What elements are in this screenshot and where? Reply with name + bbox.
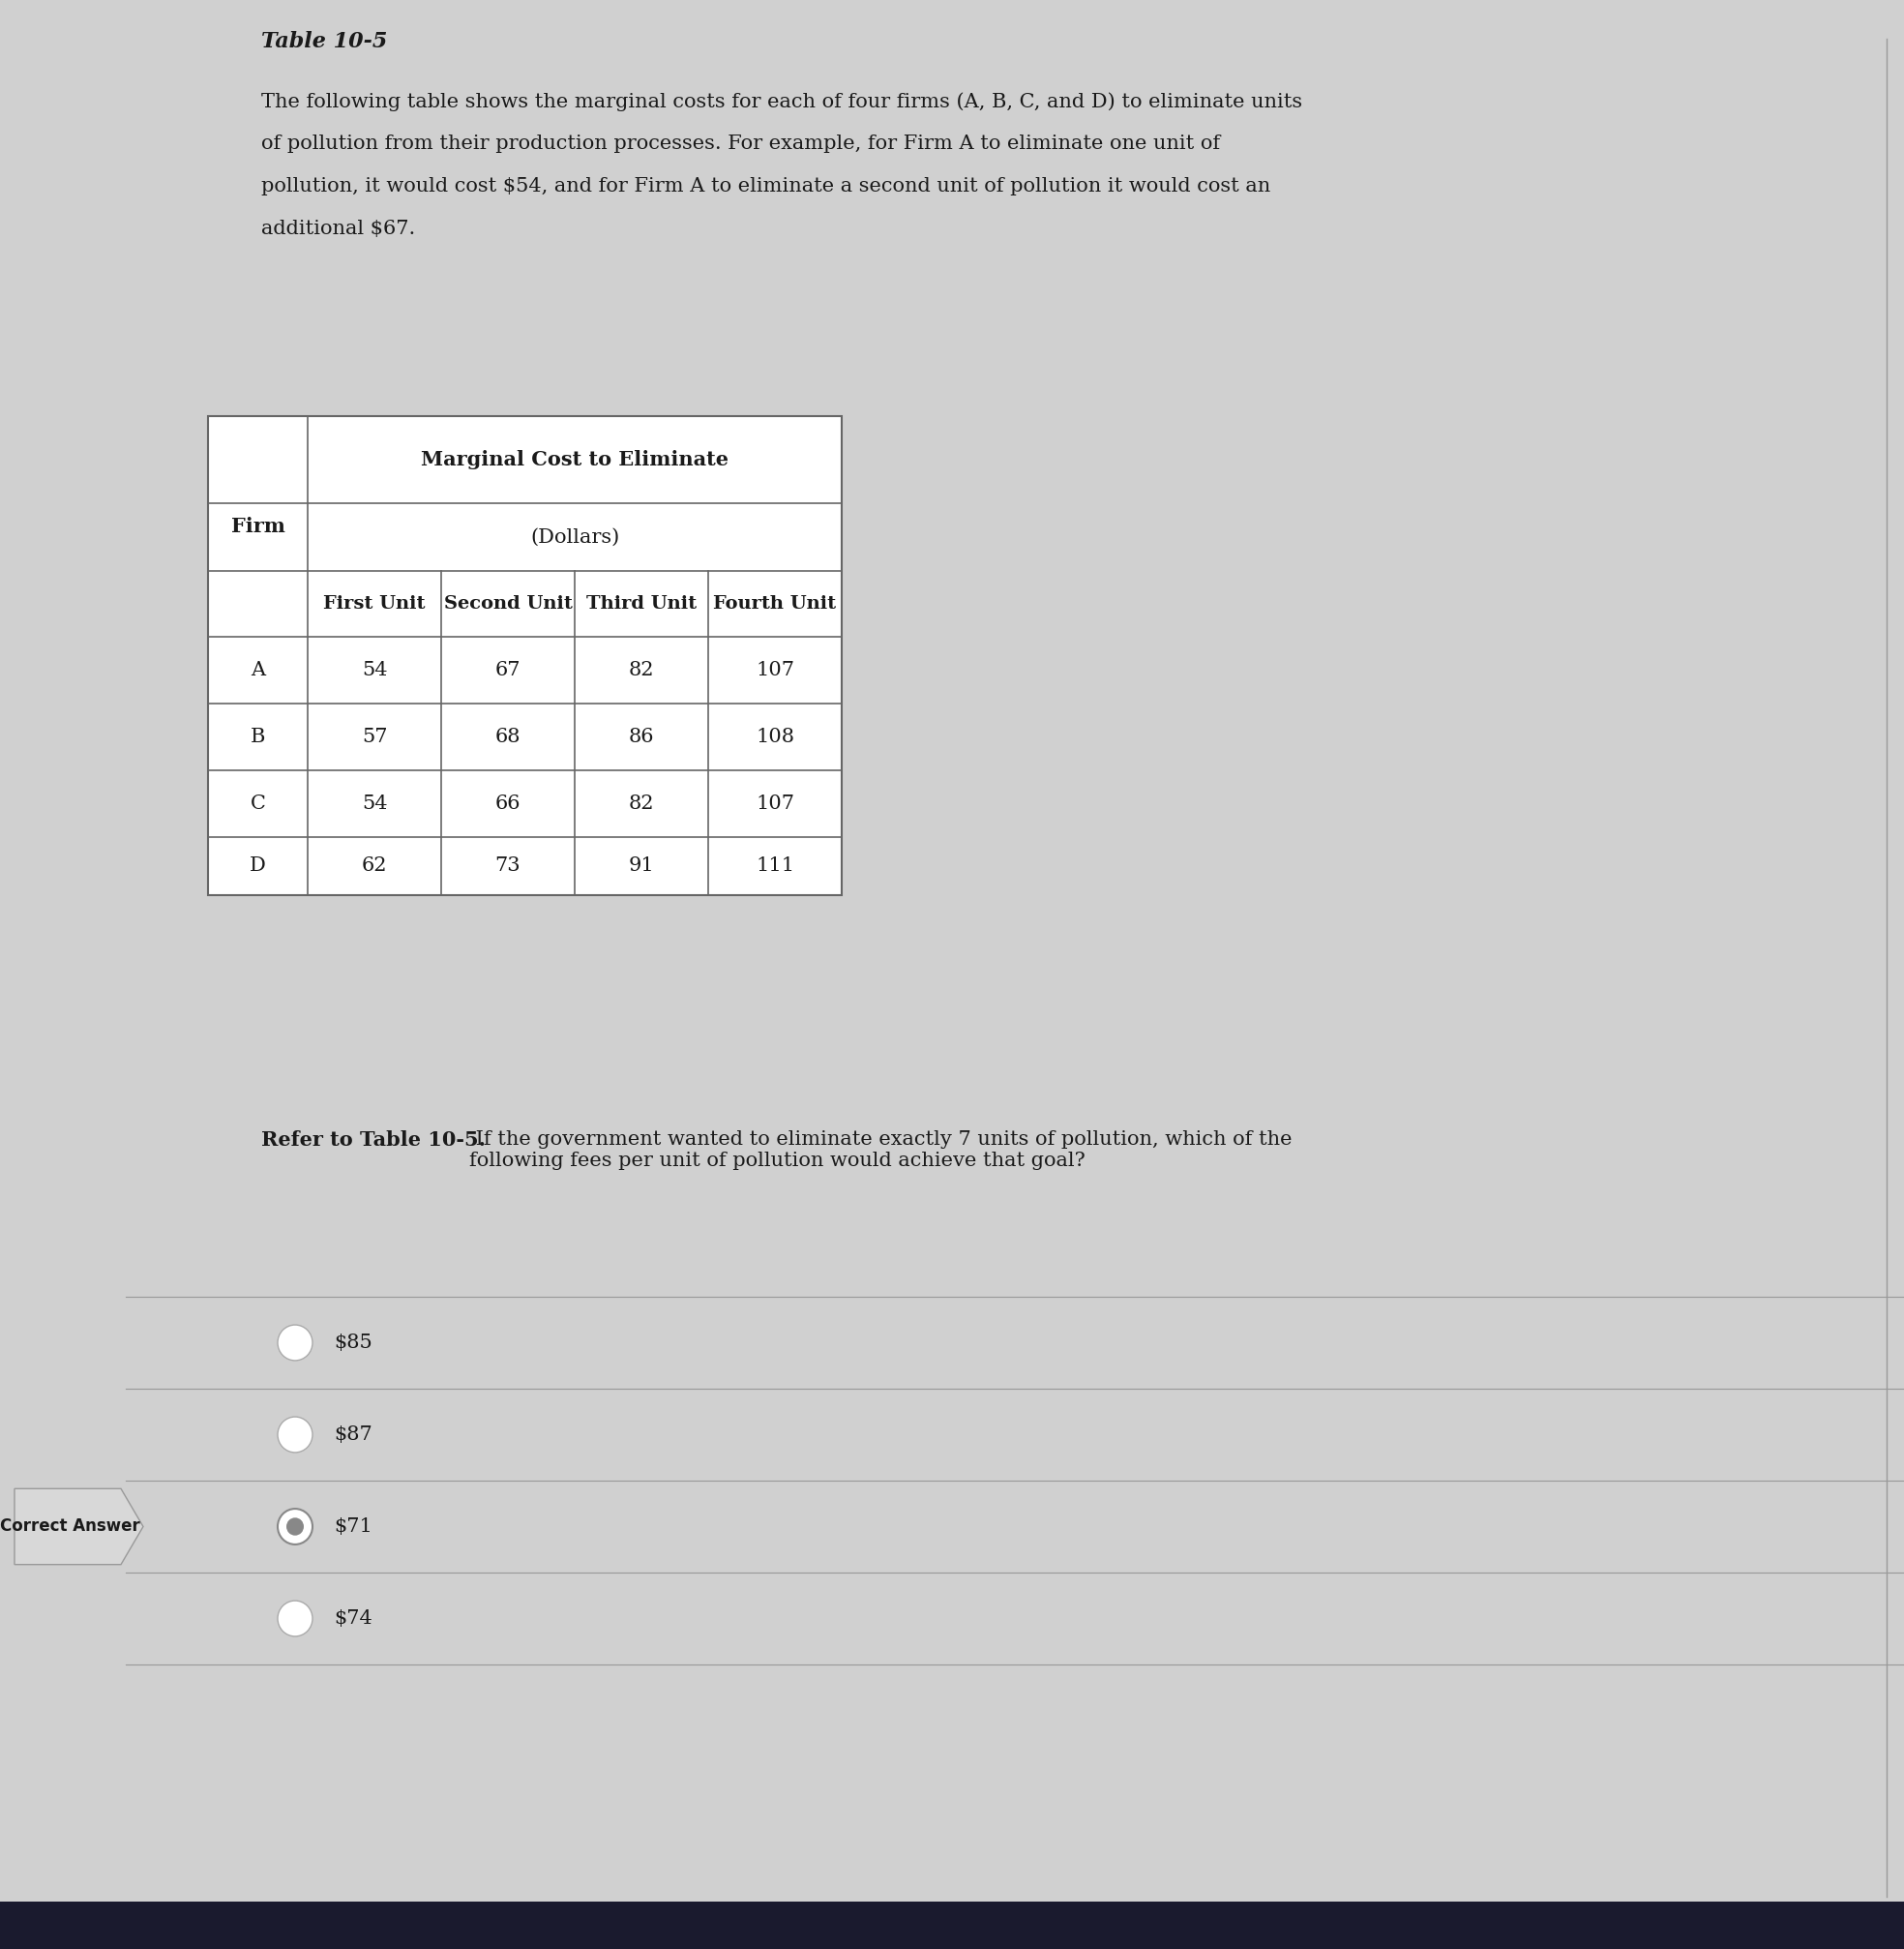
Text: Third Unit: Third Unit xyxy=(586,594,697,612)
Text: 82: 82 xyxy=(628,795,655,813)
Text: 91: 91 xyxy=(628,858,655,875)
Text: B: B xyxy=(251,727,265,746)
Text: 108: 108 xyxy=(756,727,794,746)
Text: 54: 54 xyxy=(362,661,387,680)
Text: 107: 107 xyxy=(756,661,794,680)
Text: $85: $85 xyxy=(333,1333,373,1353)
Text: C: C xyxy=(249,795,265,813)
Text: of pollution from their production processes. For example, for Firm A to elimina: of pollution from their production proce… xyxy=(261,134,1220,152)
Text: Marginal Cost to Eliminate: Marginal Cost to Eliminate xyxy=(421,450,729,470)
Text: 86: 86 xyxy=(628,727,655,746)
Text: D: D xyxy=(249,858,267,875)
Text: pollution, it would cost $54, and for Firm A to eliminate a second unit of pollu: pollution, it would cost $54, and for Fi… xyxy=(261,177,1270,195)
Text: A: A xyxy=(251,661,265,680)
Text: $87: $87 xyxy=(333,1425,373,1444)
Text: Fourth Unit: Fourth Unit xyxy=(714,594,836,612)
Text: Second Unit: Second Unit xyxy=(444,594,573,612)
Text: (Dollars): (Dollars) xyxy=(529,528,619,546)
Text: 67: 67 xyxy=(495,661,522,680)
Text: Correct Answer: Correct Answer xyxy=(0,1518,141,1536)
Text: First Unit: First Unit xyxy=(324,594,425,612)
Text: 57: 57 xyxy=(362,727,387,746)
Text: 66: 66 xyxy=(495,795,522,813)
Text: Refer to Table 10-5.: Refer to Table 10-5. xyxy=(261,1130,486,1150)
Text: 82: 82 xyxy=(628,661,655,680)
Text: 68: 68 xyxy=(495,727,522,746)
Text: 111: 111 xyxy=(756,858,794,875)
Text: Table 10-5: Table 10-5 xyxy=(261,31,387,53)
Text: $71: $71 xyxy=(333,1518,373,1536)
Text: 54: 54 xyxy=(362,795,387,813)
Text: 107: 107 xyxy=(756,795,794,813)
Text: 73: 73 xyxy=(495,858,522,875)
Text: 62: 62 xyxy=(362,858,387,875)
Text: Firm: Firm xyxy=(230,516,286,536)
Text: $74: $74 xyxy=(333,1610,373,1627)
Text: If the government wanted to eliminate exactly 7 units of pollution, which of the: If the government wanted to eliminate ex… xyxy=(468,1130,1293,1169)
Text: additional $67.: additional $67. xyxy=(261,220,415,238)
Text: The following table shows the marginal costs for each of four firms (A, B, C, an: The following table shows the marginal c… xyxy=(261,92,1302,111)
